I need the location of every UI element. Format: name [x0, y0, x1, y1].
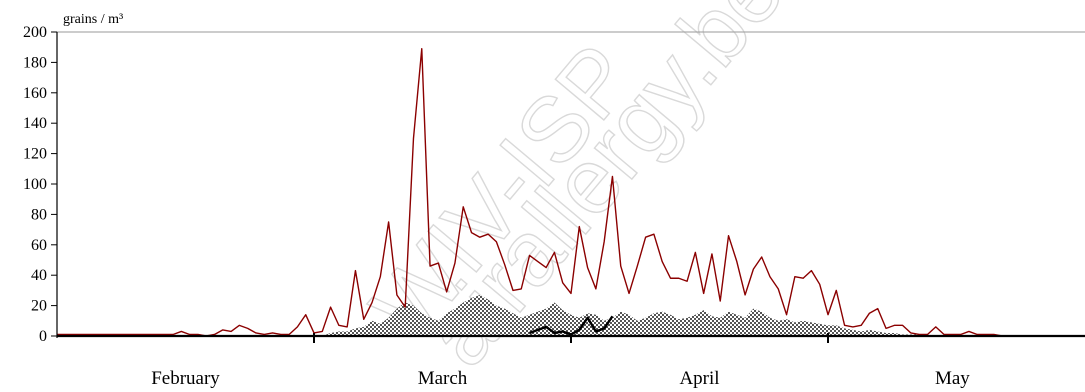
x-label-april: April: [679, 368, 719, 389]
y-tick-label-80: 80: [31, 206, 47, 223]
x-label-may: May: [935, 368, 970, 389]
x-axis-ticks: February March April May: [151, 333, 970, 389]
x-label-march: March: [418, 368, 468, 389]
y-tick-label-0: 0: [39, 328, 47, 345]
series-1-area: [57, 294, 1003, 336]
y-tick-label-200: 200: [23, 24, 47, 41]
y-tick-label-180: 180: [23, 54, 47, 71]
y-tick-label-20: 20: [31, 298, 47, 315]
y-tick-label-140: 140: [23, 115, 47, 132]
y-axis-ticks: 0 20 40 60 80 100 120 140 160 180 200: [23, 24, 57, 345]
series-0-line: [57, 48, 1003, 337]
y-tick-label-40: 40: [31, 267, 47, 284]
x-label-february: February: [151, 368, 220, 389]
y-tick-label-60: 60: [31, 237, 47, 254]
y-tick-label-120: 120: [23, 146, 47, 163]
y-axis-unit-label: grains / m³: [63, 12, 123, 27]
y-tick-label-100: 100: [23, 176, 47, 193]
y-tick-label-160: 160: [23, 85, 47, 102]
